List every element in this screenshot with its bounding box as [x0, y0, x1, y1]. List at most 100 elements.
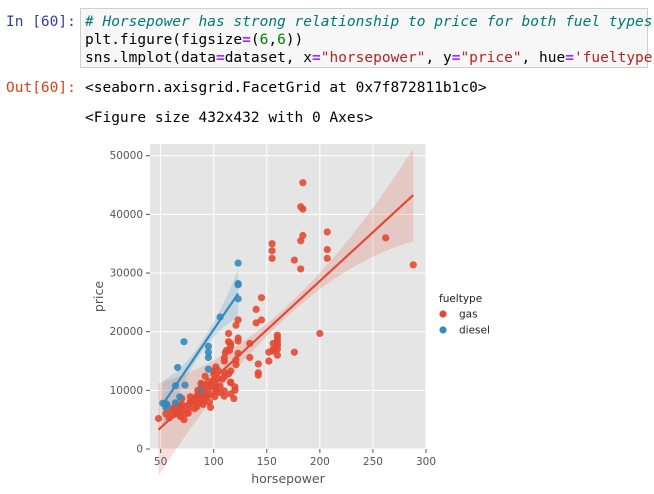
code-string: 'fueltype': [573, 50, 654, 66]
point-gas: [268, 247, 276, 255]
point-gas: [297, 265, 305, 273]
code-token: ,: [268, 32, 278, 48]
point-gas: [220, 387, 228, 395]
point-diesel: [204, 353, 212, 362]
point-diesel: [176, 393, 184, 401]
point-gas: [299, 179, 307, 187]
y-axis-label: price: [91, 281, 106, 312]
code-operator: =: [451, 50, 461, 66]
y-tick-label: 30000: [110, 268, 143, 280]
point-gas: [201, 372, 209, 380]
code-string: "price": [460, 50, 522, 66]
regression-lines: [157, 194, 415, 431]
point-diesel: [180, 338, 188, 346]
point-gas: [409, 261, 417, 269]
code-operator: =: [242, 32, 251, 48]
point-diesel: [234, 279, 242, 288]
output-repr-figure: <Figure size 432x432 with 0 Axes>: [85, 110, 374, 126]
point-gas: [180, 416, 188, 424]
point-gas: [254, 360, 262, 368]
legend-marker-gas: [439, 310, 447, 318]
legend: fueltype gas diesel: [439, 293, 490, 337]
point-gas: [154, 414, 163, 423]
point-diesel: [234, 259, 242, 267]
point-gas: [290, 348, 298, 356]
code-line-lmplot: sns.lmplot(data=dataset, x="horsepower",…: [85, 49, 654, 67]
point-gas: [234, 334, 242, 342]
point-gas: [290, 256, 298, 264]
code-token: (: [250, 32, 260, 48]
code-operator: =: [215, 50, 225, 66]
x-axis-label: horsepower: [251, 471, 325, 486]
point-diesel: [204, 342, 212, 350]
scatter-points: [154, 179, 417, 424]
code-comment: # Horsepower has strong relationship to …: [85, 14, 653, 30]
point-gas: [265, 357, 273, 365]
code-token: plt.figure(figsize: [85, 32, 243, 48]
point-gas: [234, 316, 242, 324]
point-gas: [268, 254, 276, 262]
tick-labels: 50 100 150 200 250 300 0 10000 20000 30000 40000 50…: [110, 150, 436, 468]
y-tick-label: 40000: [110, 209, 143, 221]
point-gas: [231, 383, 239, 391]
point-diesel: [174, 363, 182, 372]
point-diesel: [204, 365, 212, 373]
legend-marker-diesel: [439, 326, 447, 334]
point-gas: [206, 403, 215, 411]
code-token: )): [285, 32, 304, 48]
point-gas: [273, 351, 281, 359]
code-input-cell[interactable]: # Horsepower has strong relationship to …: [80, 8, 654, 68]
point-gas: [257, 294, 266, 302]
point-gas: [299, 205, 307, 213]
point-gas: [323, 254, 331, 262]
x-tick-label: 250: [363, 456, 383, 468]
output-repr-facetgrid: <seaborn.axisgrid.FacetGrid at 0x7f87281…: [85, 80, 487, 96]
lmplot-chart: 50 100 150 200 250 300 0 10000 20000 30000 40000 50…: [91, 144, 490, 486]
point-gas: [316, 329, 324, 338]
x-tick-label: 50: [154, 456, 167, 468]
code-number: 6: [277, 32, 286, 48]
point-diesel: [204, 348, 212, 356]
y-tick-label: 0: [136, 444, 143, 456]
code-string: "horsepower": [320, 50, 426, 66]
point-gas: [299, 231, 307, 240]
point-gas: [224, 329, 233, 338]
y-tick-label: 20000: [110, 326, 143, 338]
point-diesel: [181, 381, 189, 389]
point-gas: [252, 319, 260, 327]
output-prompt: Out[60]:: [6, 80, 76, 96]
code-token: , hue: [521, 50, 566, 66]
legend-label-gas: gas: [459, 309, 478, 321]
y-tick-label: 10000: [110, 385, 143, 397]
code-token: dataset, x: [224, 50, 312, 66]
point-gas: [227, 367, 235, 375]
regression-line-diesel: [161, 292, 240, 406]
legend-title: fueltype: [439, 293, 482, 305]
code-token: , y: [425, 50, 452, 66]
point-gas: [230, 394, 238, 403]
code-token: sns.lmplot(data: [85, 50, 216, 66]
regression-line-gas: [157, 194, 415, 431]
point-gas: [323, 228, 331, 236]
x-tick-label: 200: [310, 456, 330, 468]
legend-label-diesel: diesel: [459, 325, 490, 337]
point-gas: [323, 245, 331, 254]
code-operator: =: [565, 50, 574, 66]
point-gas: [246, 353, 254, 362]
point-gas: [273, 331, 281, 339]
point-gas: [220, 392, 228, 400]
point-gas: [227, 378, 235, 386]
code-line-comment: # Horsepower has strong relationship to …: [85, 13, 652, 31]
x-tick-label: 300: [416, 456, 436, 468]
point-gas: [382, 234, 390, 242]
point-gas: [252, 305, 260, 314]
input-prompt: In [60]:: [6, 14, 76, 30]
point-gas: [257, 316, 266, 324]
point-gas: [254, 369, 262, 377]
point-gas: [268, 240, 276, 248]
y-tick-label: 50000: [110, 150, 143, 162]
code-operator: =: [312, 50, 321, 66]
x-tick-label: 100: [204, 456, 224, 468]
point-gas: [216, 382, 224, 390]
point-gas: [227, 339, 235, 348]
